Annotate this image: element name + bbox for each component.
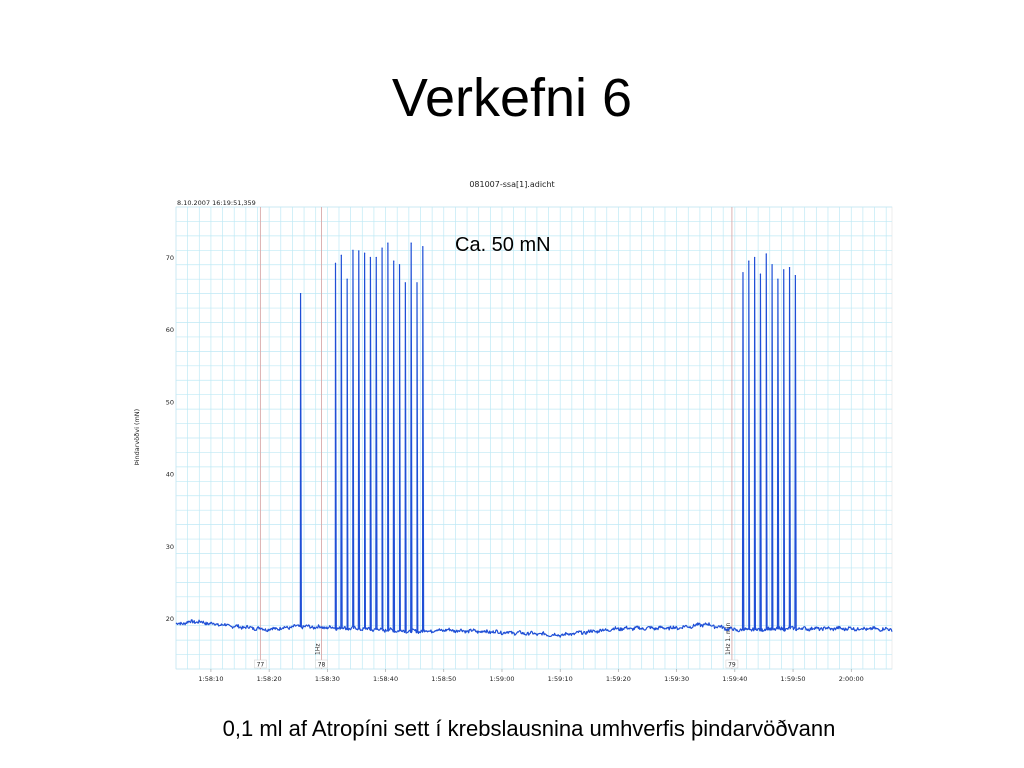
twitch-peak-point — [404, 282, 406, 284]
slide-title: Verkefni 6 — [391, 68, 633, 128]
twitch-peak-point — [783, 269, 785, 271]
twitch-peak-point — [794, 274, 796, 277]
force-trace — [175, 242, 893, 638]
twitch-peak-point — [364, 252, 366, 254]
twitch-peak-point — [393, 260, 395, 262]
y-tick-label: 30 — [166, 543, 174, 551]
twitch-peak-point — [788, 267, 791, 269]
twitch-peak-point — [387, 242, 389, 244]
twitch-peak-point — [748, 260, 750, 262]
twitch-peak-point — [759, 273, 762, 275]
chart-annotation: Ca. 50 mN — [455, 234, 551, 256]
x-tick-label: 1:59:30 — [664, 675, 689, 683]
x-tick-label: 1:58:50 — [431, 675, 456, 683]
twitch-peak-point — [416, 282, 418, 284]
twitch-peak-point — [346, 278, 348, 280]
x-tick-label: 1:59:10 — [548, 675, 573, 683]
twitch-peak-point — [754, 256, 756, 259]
twitch-peak-point — [334, 262, 337, 264]
x-tick-label: 2:00:00 — [839, 675, 864, 683]
y-tick-label: 60 — [166, 326, 174, 334]
twitch-peak-point — [398, 264, 401, 266]
event-marker-comment: 1Hz 1. min — [725, 622, 732, 655]
x-tick-label: 1:59:40 — [722, 675, 747, 683]
y-axis-label: Þindarvöðvi (mN) — [133, 409, 141, 465]
x-tick-label: 1:58:40 — [373, 675, 398, 683]
event-marker-box — [254, 659, 267, 669]
x-tick-label: 1:58:20 — [257, 675, 282, 683]
force-trace-line — [175, 242, 893, 638]
slide-caption: 0,1 ml af Atropíni sett í krebslausnina … — [222, 716, 836, 741]
y-tick-label: 20 — [166, 615, 174, 623]
y-axis-ticks: 20 30 40 50 60 70 — [166, 254, 174, 623]
x-axis-ticks: 1:58:10 1:58:20 1:58:30 1:58:40 1:58:50 1:59:… — [198, 669, 864, 683]
twitch-peak-point — [765, 253, 767, 255]
chart-file-title: 081007-ssa[1].adicht — [469, 180, 554, 189]
twitch-peak-point — [369, 256, 372, 259]
event-markers: 77 78 1Hz 79 1Hz 1. min — [254, 207, 739, 669]
event-marker-label: 78 — [318, 662, 326, 669]
twitch-peak-point — [381, 247, 383, 249]
x-tick-label: 1:58:30 — [315, 675, 340, 683]
twitch-peak-point — [375, 256, 377, 259]
y-tick-label: 40 — [166, 471, 174, 479]
event-marker-label: 77 — [257, 662, 265, 669]
twitch-peak-point — [742, 272, 744, 274]
twitch-peak-point — [410, 242, 412, 244]
twitch-peak-point — [777, 278, 779, 280]
event-marker-box — [725, 659, 739, 669]
x-tick-label: 1:59:50 — [781, 675, 806, 683]
event-marker-label: 79 — [728, 662, 736, 669]
twitch-peak-point — [299, 293, 302, 295]
twitch-peak-point — [771, 264, 773, 266]
x-tick-label: 1:59:20 — [606, 675, 631, 683]
x-tick-label: 1:58:10 — [198, 675, 223, 683]
twitch-peak-point — [422, 246, 424, 248]
twitch-peak-point — [340, 254, 342, 256]
y-tick-label: 70 — [166, 254, 174, 262]
chart-timestamp: 8.10.2007 16:19:51,359 — [177, 199, 256, 207]
event-marker-comment: 1Hz — [315, 644, 322, 655]
y-tick-label: 50 — [166, 398, 174, 406]
twitch-peak-point — [358, 250, 360, 252]
x-tick-label: 1:59:00 — [489, 675, 514, 683]
event-marker-box — [315, 659, 328, 669]
twitch-peak-point — [352, 249, 354, 251]
